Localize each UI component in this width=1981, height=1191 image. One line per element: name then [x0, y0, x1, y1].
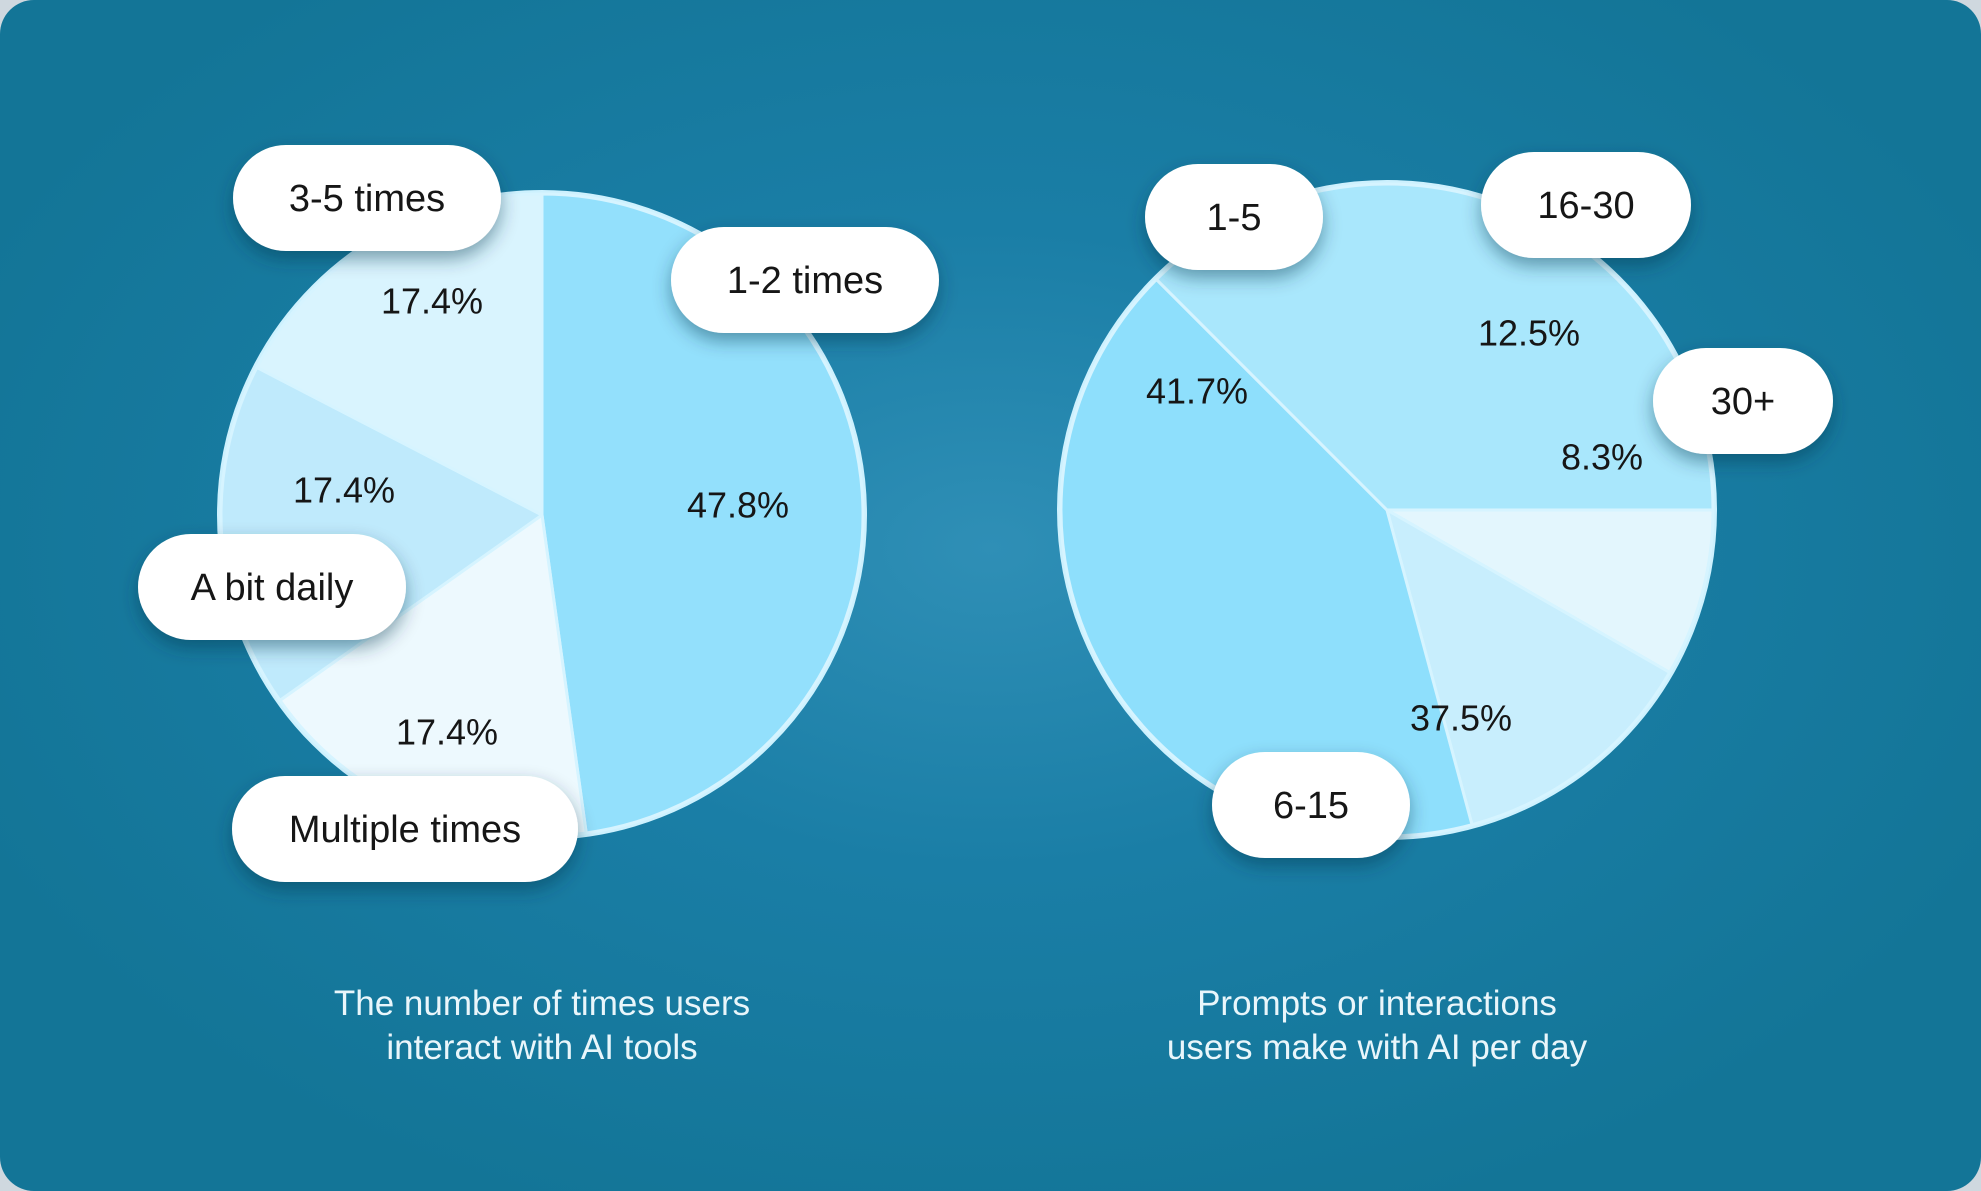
category-pill-background — [671, 227, 939, 333]
slice-percent-label: 37.5% — [1410, 698, 1512, 739]
category-pill: 6-15 — [1212, 752, 1410, 858]
category-pill-background — [232, 776, 578, 882]
slice-percent-label: 17.4% — [396, 712, 498, 753]
category-label: Multiple times — [289, 809, 521, 851]
category-label: 3-5 times — [289, 178, 445, 220]
slice-percent-label: 17.4% — [293, 470, 395, 511]
category-pill: A bit daily — [138, 534, 406, 640]
category-pill: 1-2 times — [671, 227, 939, 333]
category-pill-background — [233, 145, 501, 251]
category-label: 6-15 — [1273, 785, 1349, 827]
category-label: A bit daily — [191, 567, 354, 609]
chart-1-caption: The number of times users interact with … — [192, 982, 892, 1070]
category-pill: 16-30 — [1481, 152, 1691, 258]
category-pill-background — [1145, 164, 1323, 270]
chart-2-caption-line-1: Prompts or interactions — [1197, 984, 1557, 1023]
category-label: 16-30 — [1537, 185, 1634, 227]
chart-2-caption-line-2: users make with AI per day — [1166, 1028, 1588, 1067]
slice-percent-label: 47.8% — [687, 485, 789, 526]
slice-percent-label: 41.7% — [1146, 371, 1248, 412]
category-pill-background — [1212, 752, 1410, 858]
pie-chart-1: 47.8% 17.4% 17.4% 17.4% 1-2 times Multiple ti… — [138, 145, 939, 882]
slice-percent-label: 17.4% — [381, 281, 483, 322]
pie-chart-2: 8.3% 12.5% 41.7% 37.5% 30+ 16-30 1-5 6-15 — [1057, 152, 1833, 858]
category-label: 1-2 times — [727, 260, 883, 302]
pie-slice — [1385, 508, 1715, 674]
category-pill: 30+ — [1653, 348, 1833, 454]
category-pill: Multiple times — [232, 776, 578, 882]
category-pill-background — [1481, 152, 1691, 258]
category-pill-background — [138, 534, 406, 640]
slice-percent-label: 8.3% — [1561, 437, 1643, 478]
chart-1-caption-line-2: interact with AI tools — [386, 1028, 698, 1067]
pie-slice — [1385, 508, 1672, 827]
category-label: 1-5 — [1207, 197, 1262, 239]
category-pill: 3-5 times — [233, 145, 501, 251]
category-pill-background — [1653, 348, 1833, 454]
category-label: 30+ — [1711, 381, 1775, 423]
chart-2-caption: Prompts or interactions users make with … — [1027, 982, 1727, 1070]
category-pill: 1-5 — [1145, 164, 1323, 270]
chart-1-caption-line-1: The number of times users — [333, 984, 751, 1023]
slice-percent-label: 12.5% — [1478, 313, 1580, 354]
pie-slice — [540, 192, 865, 835]
